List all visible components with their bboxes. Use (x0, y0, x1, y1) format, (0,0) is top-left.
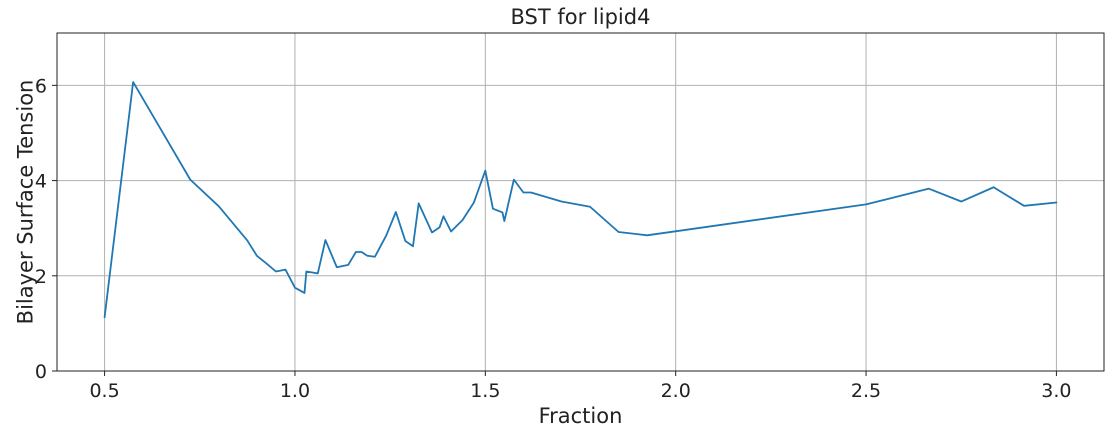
x-axis-label: Fraction (539, 404, 623, 428)
x-tick-label: 2.5 (851, 380, 881, 402)
x-tick-label: 1.5 (470, 380, 500, 402)
y-tick-label: 0 (35, 361, 47, 383)
y-tick-label: 2 (35, 266, 47, 288)
x-tick-label: 3.0 (1041, 380, 1071, 402)
chart-title: BST for lipid4 (511, 5, 651, 29)
x-tick-label: 2.0 (661, 380, 691, 402)
y-tick-label: 4 (35, 171, 47, 193)
series-line (103, 81, 1058, 319)
plot-frame (56, 32, 1105, 372)
x-tick-label: 1.0 (280, 380, 310, 402)
x-tick-label: 0.5 (89, 380, 119, 402)
y-tick-label: 6 (35, 75, 47, 97)
y-axis-label: Bilayer Surface Tension (13, 80, 37, 325)
axis-ticks: 0.5 1.0 1.5 2.0 2.5 3.0 0 2 4 6 (35, 75, 1072, 402)
series-layer (103, 81, 1058, 319)
